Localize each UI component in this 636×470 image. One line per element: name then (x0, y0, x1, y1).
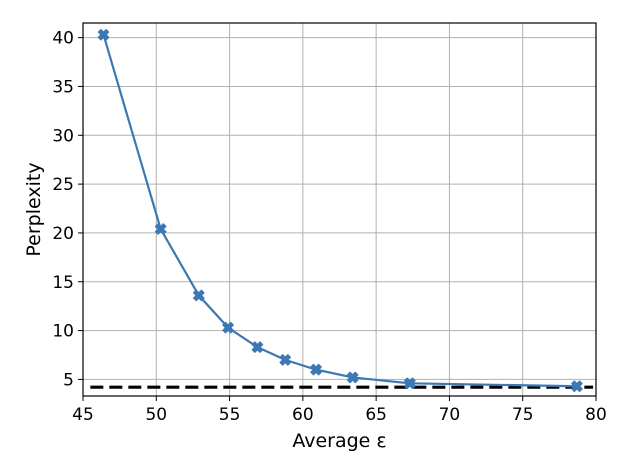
x-tick-label: 75 (512, 405, 534, 425)
grid-lines (82, 23, 597, 396)
data-point-marker (154, 223, 167, 235)
x-tick-label: 55 (219, 405, 241, 425)
data-point-marker (251, 341, 264, 353)
data-point-marker (222, 321, 234, 334)
x-tick-label: 70 (439, 405, 461, 425)
data-point-marker (192, 289, 205, 302)
y-axis-label: Perplexity (23, 162, 45, 256)
data-point-marker (346, 371, 359, 384)
x-tick-label: 60 (292, 405, 314, 425)
x-tick-label: 45 (72, 405, 94, 425)
y-tick-label: 25 (52, 175, 74, 195)
data-point-marker (279, 354, 292, 366)
x-tick-label: 80 (585, 405, 607, 425)
series-group (97, 28, 583, 393)
data-point-marker (97, 28, 110, 41)
y-tick-label: 35 (52, 77, 74, 97)
x-axis-ticks: 45 50 55 60 65 70 75 80 (72, 396, 607, 425)
y-axis-ticks: 5 10 15 20 25 30 35 40 (52, 29, 83, 390)
y-tick-label: 5 (63, 370, 74, 390)
y-tick-label: 15 (52, 273, 74, 293)
y-tick-label: 40 (52, 29, 74, 49)
x-tick-label: 65 (365, 405, 387, 425)
y-tick-label: 30 (52, 126, 74, 146)
data-point-marker (310, 363, 322, 376)
y-tick-label: 10 (52, 322, 74, 342)
data-point-marker (404, 377, 416, 390)
x-tick-label: 50 (145, 405, 167, 425)
plot-frame (82, 22, 597, 397)
data-point-marker (571, 380, 583, 393)
series-line (102, 34, 577, 388)
y-tick-label: 20 (52, 224, 74, 244)
x-axis-label: Average ε (292, 430, 386, 452)
